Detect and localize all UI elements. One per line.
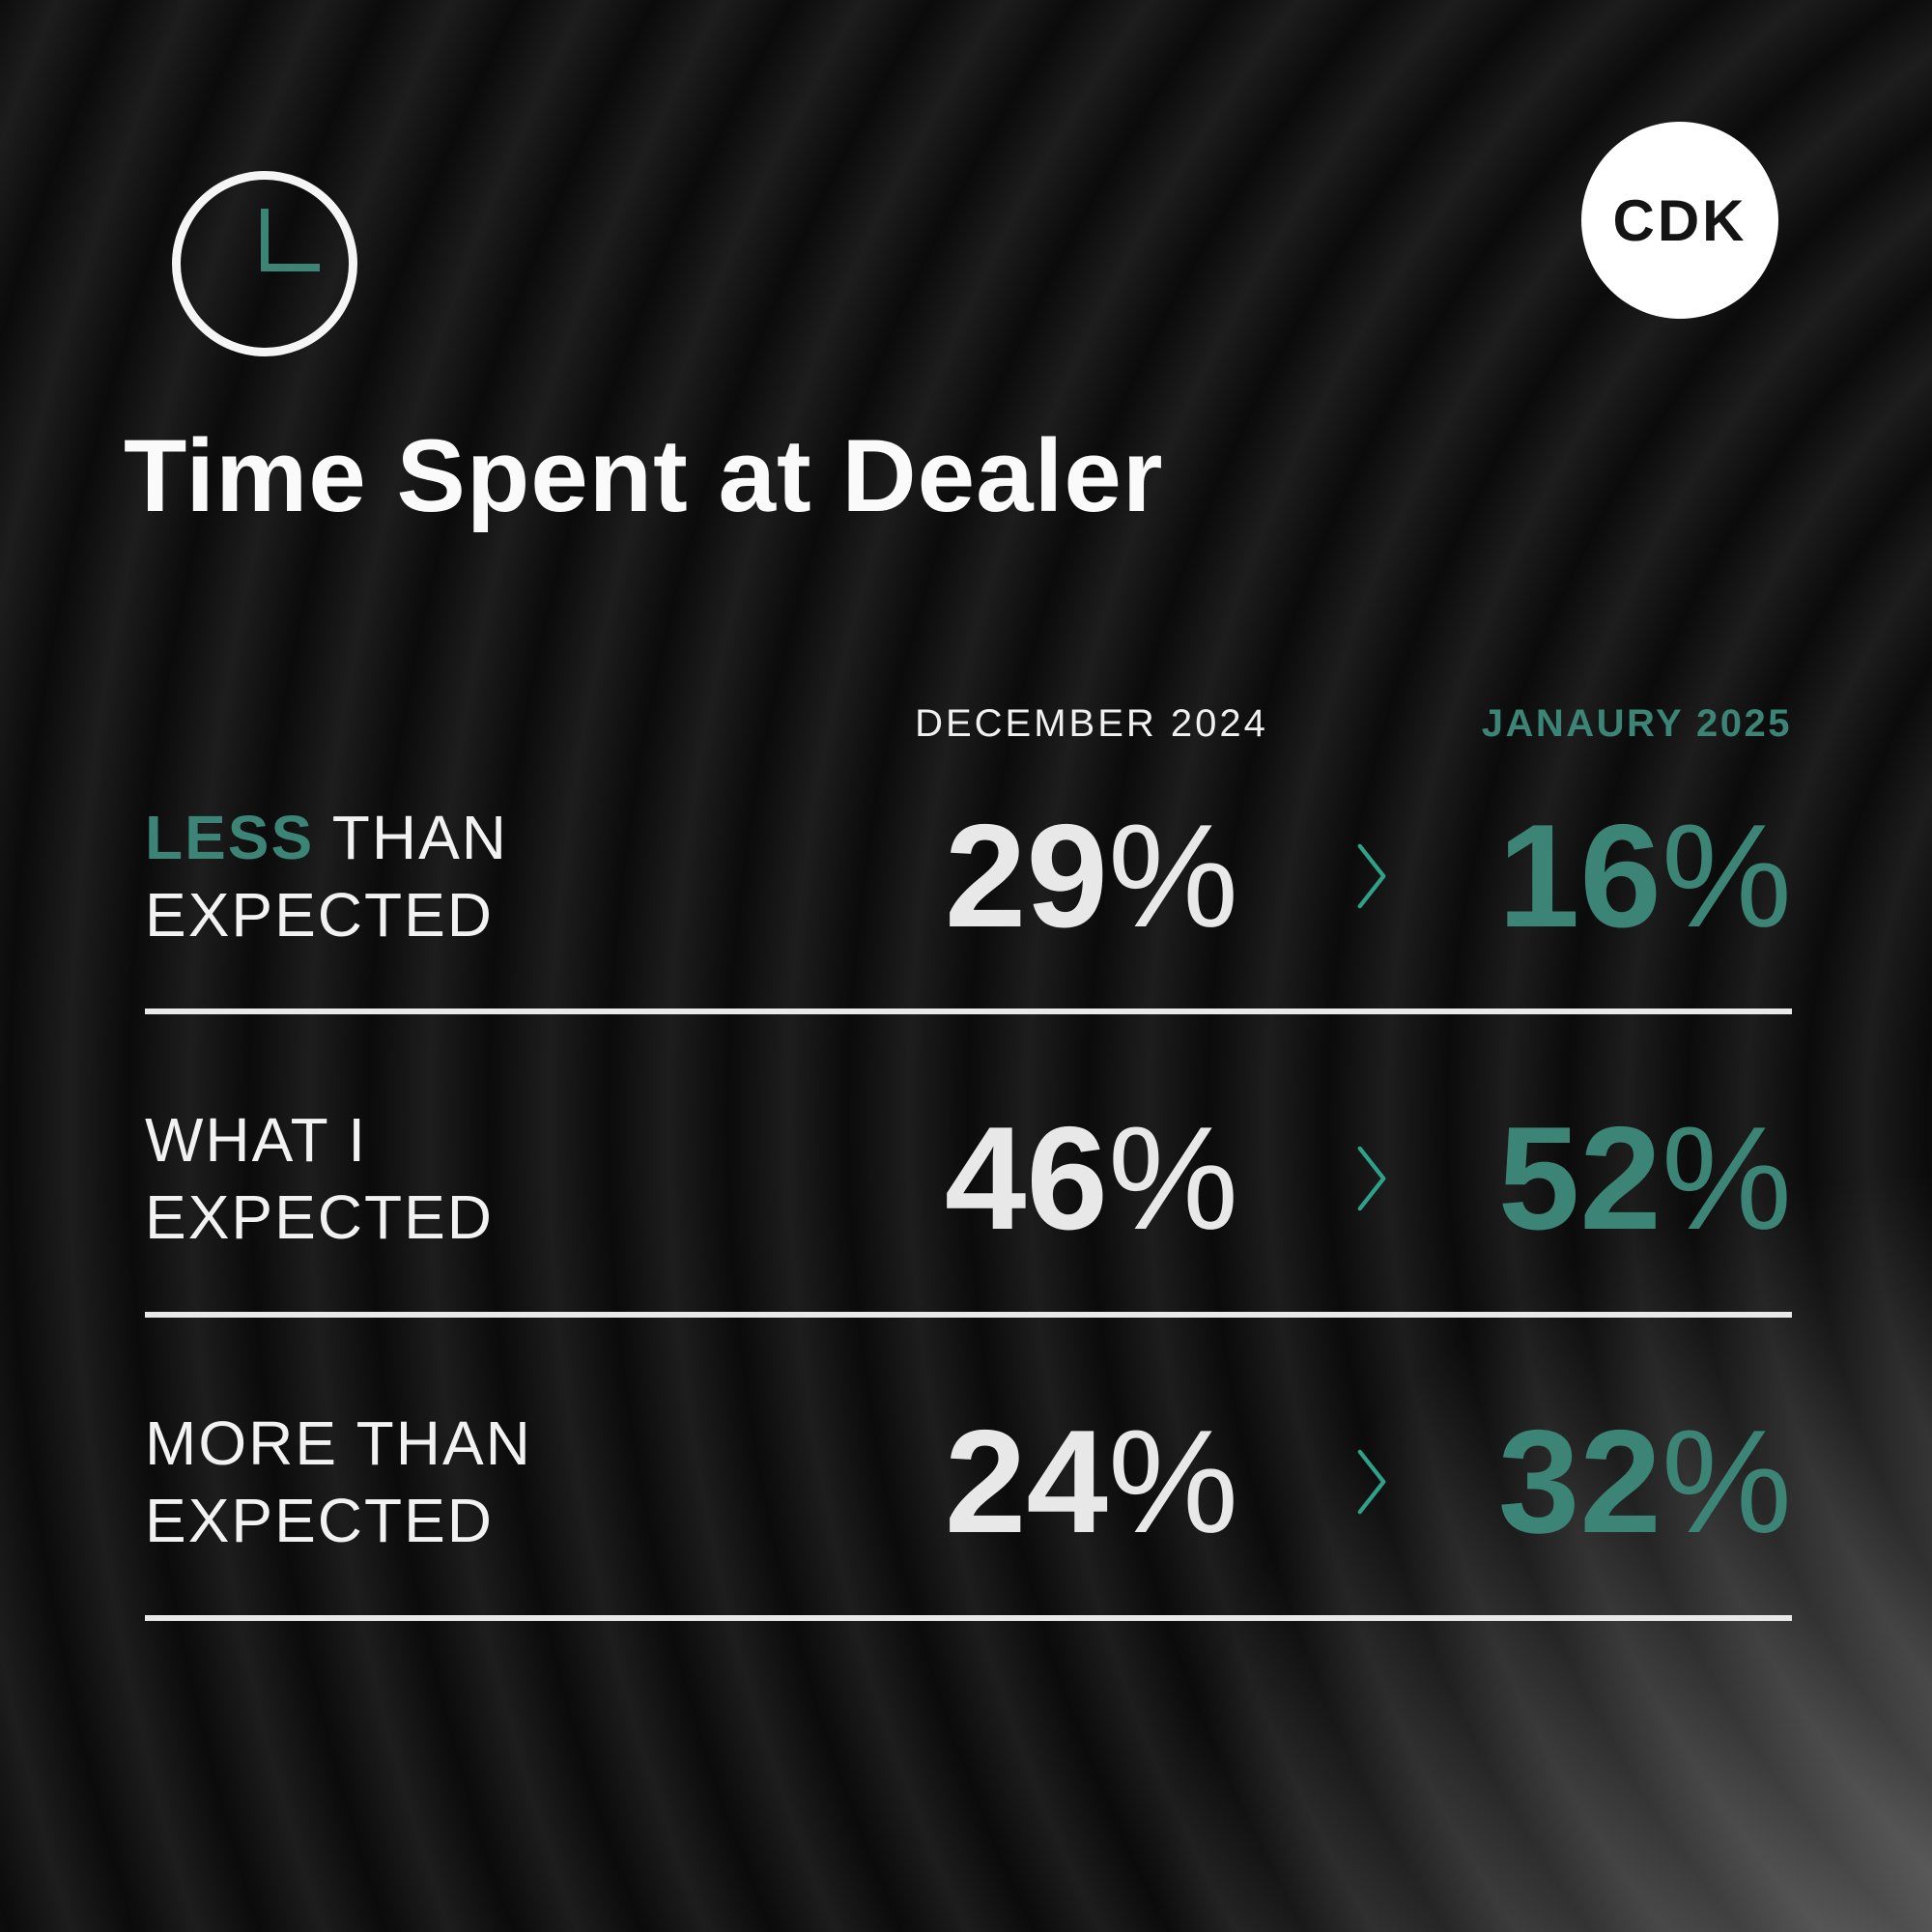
row-label-line2: EXPECTED (145, 1182, 494, 1252)
arrow-cell (1333, 1144, 1410, 1213)
table-row-less-than-expected: LESS THAN EXPECTED 29% 16% (145, 746, 1792, 1014)
page-title: Time Spent at Dealer (124, 417, 1164, 533)
percent-sign: % (1107, 794, 1239, 958)
january-value: 32% (1410, 1405, 1792, 1559)
december-value: 46% (850, 1101, 1333, 1256)
table-row-more-than-expected: MORE THAN EXPECTED 24% 32% (145, 1318, 1792, 1621)
december-value: 29% (850, 799, 1333, 953)
row-label-highlight: LESS (145, 803, 315, 872)
january-value-number: 52 (1497, 1096, 1662, 1261)
arrow-right-icon (1357, 1146, 1386, 1211)
january-value: 16% (1410, 799, 1792, 953)
row-label-line1: WHAT I (145, 1101, 850, 1179)
comparison-table: DECEMBER 2024 JANAURY 2025 LESS THAN EXP… (145, 676, 1792, 1621)
row-label-line1: MORE THAN (145, 1405, 850, 1482)
percent-sign: % (1107, 1400, 1239, 1564)
arrow-cell (1333, 841, 1410, 911)
december-value: 24% (850, 1405, 1333, 1559)
column-header-december: DECEMBER 2024 (915, 702, 1268, 745)
row-label: MORE THAN EXPECTED (145, 1405, 850, 1559)
column-header-january: JANAURY 2025 (1481, 702, 1792, 745)
table-row-what-i-expected: WHAT I EXPECTED 46% 52% (145, 1014, 1792, 1318)
arrow-right-icon (1357, 843, 1386, 909)
percent-sign: % (1661, 1096, 1792, 1261)
row-label-line2: EXPECTED (145, 1486, 494, 1555)
row-label-line1-rest: WHAT I (145, 1105, 368, 1175)
clock-hand-hour (261, 264, 320, 271)
january-value: 52% (1410, 1101, 1792, 1256)
arrow-right-icon (1357, 1449, 1386, 1515)
january-value-number: 32 (1497, 1400, 1662, 1564)
january-value-number: 16 (1497, 794, 1662, 958)
row-label-line2: EXPECTED (145, 880, 494, 950)
column-headers: DECEMBER 2024 JANAURY 2025 (145, 676, 1792, 746)
cdk-logo: CDK (1581, 122, 1778, 319)
row-label-line1: LESS THAN (145, 799, 850, 876)
row-label-line1-rest: MORE THAN (145, 1408, 532, 1478)
cdk-logo-text: CDK (1612, 187, 1747, 253)
december-value-number: 29 (944, 794, 1108, 958)
row-label-line1-rest: THAN (314, 803, 508, 872)
percent-sign: % (1661, 794, 1792, 958)
percent-sign: % (1107, 1096, 1239, 1261)
row-label: LESS THAN EXPECTED (145, 799, 850, 953)
row-label: WHAT I EXPECTED (145, 1101, 850, 1256)
december-value-number: 24 (944, 1400, 1108, 1564)
december-value-number: 46 (944, 1096, 1108, 1261)
clock-hand-minute (261, 209, 269, 271)
percent-sign: % (1661, 1400, 1792, 1564)
arrow-cell (1333, 1447, 1410, 1517)
clock-icon (172, 171, 357, 356)
